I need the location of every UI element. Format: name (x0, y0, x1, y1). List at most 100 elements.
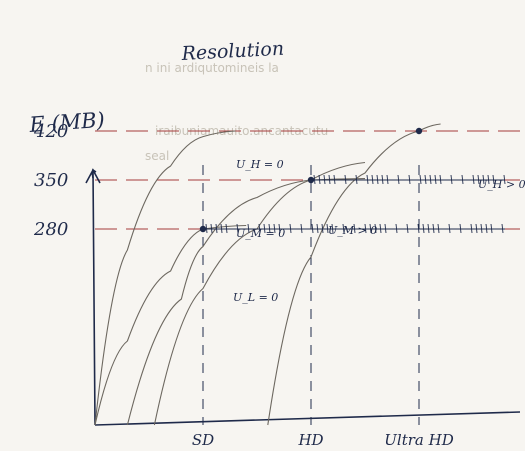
hatch-mark (386, 174, 389, 185)
curve (267, 123, 441, 426)
hatch-mark (258, 223, 261, 234)
hatch-mark (333, 174, 336, 185)
hatch-mark (432, 223, 435, 234)
hatch-mark (210, 223, 213, 234)
y-tick-label: 420 (33, 121, 68, 142)
hatch-mark (278, 223, 281, 234)
bleed-through-text: seal (145, 149, 169, 163)
y-tick-label: 280 (33, 219, 68, 240)
curve-annotation: U_L = 0 (233, 291, 278, 304)
hatch-mark (475, 223, 478, 234)
hatch-mark (289, 223, 292, 234)
bleed-through-text: n ini ardiqutomineis la (145, 61, 279, 75)
hatch-mark (205, 223, 208, 234)
hatch-mark (313, 174, 316, 185)
hatch-mark (328, 174, 331, 185)
chart-labels: Resolution E (MB) 280 350 420 SD HD Ultra HD U_H… (28, 38, 525, 449)
hatch-mark (439, 174, 442, 185)
hatch-mark (366, 174, 369, 185)
hatch-mark (485, 223, 488, 234)
hatch-mark (422, 223, 425, 234)
y-tick-label: 350 (34, 170, 68, 191)
hatch-mark (316, 223, 319, 234)
marked-point (307, 176, 315, 184)
hatch-mark (408, 174, 411, 185)
hatch-mark (321, 223, 324, 234)
hatch-mark (450, 174, 453, 185)
hatch-mark (477, 174, 480, 185)
curve-annotation: U_M = 0 (236, 227, 285, 240)
hatch-mark (331, 223, 334, 234)
marked-point (415, 127, 423, 135)
hatch-mark (381, 174, 384, 185)
hatch-mark (437, 223, 440, 234)
x-tick-label: Ultra HD (384, 431, 453, 449)
hatch-mark (492, 174, 495, 185)
hatch-mark (215, 223, 218, 234)
hatch-mark (236, 223, 239, 234)
hatch-mark (318, 174, 321, 185)
hatch-mark (487, 174, 490, 185)
curve (153, 161, 366, 426)
hatch-mark (384, 223, 387, 234)
hatch-mark (342, 223, 345, 234)
x-tick-label: SD (192, 431, 214, 449)
hatch-mark (427, 223, 430, 234)
hatch-mark (220, 223, 223, 234)
hatch-mark (472, 174, 475, 185)
curve-annotation: U_H = 0 (236, 158, 284, 171)
axes (85, 168, 521, 426)
y-axis-label: E (MB) (28, 108, 106, 137)
hatch-mark (417, 223, 420, 234)
hatch-mark (480, 223, 483, 234)
bleed-through-layer: n ini ardiqutomineis la iraibuniamauito.a… (145, 61, 328, 163)
hatch-mark (371, 174, 374, 185)
chart-title: Resolution (180, 38, 284, 65)
hatch-mark (268, 223, 271, 234)
hatch-mark (429, 174, 432, 185)
hatch-mark (419, 174, 422, 185)
hatch-mark (490, 223, 493, 234)
hatch-mark (326, 223, 329, 234)
dashed-guides (95, 130, 520, 425)
flat-segments (203, 174, 506, 234)
hatch-mark (323, 174, 326, 185)
bleed-through-text: iraibuniamauito.ancantacutu (155, 124, 328, 138)
hatch-mark (344, 174, 347, 185)
hatch-mark (461, 174, 464, 185)
hatch-mark (503, 174, 506, 185)
hatch-mark (355, 174, 358, 185)
curve (94, 130, 236, 426)
hatch-mark (273, 223, 276, 234)
hatch-mark (459, 223, 462, 234)
hatch-mark (225, 223, 228, 234)
hatch-mark (482, 174, 485, 185)
hatch-mark (263, 223, 266, 234)
curve (94, 224, 247, 426)
hatch-mark (311, 223, 314, 234)
y-axis-arrow (85, 168, 101, 184)
curve-annotation: U_M > 0 (328, 224, 377, 237)
hatch-mark (424, 174, 427, 185)
hatch-mark (369, 223, 372, 234)
hatch-mark (395, 223, 398, 234)
marked-points (199, 127, 423, 233)
marked-point (199, 225, 207, 233)
hatch-mark (434, 174, 437, 185)
curve-annotation: U_H > 0 (478, 178, 525, 191)
hatch-mark (374, 223, 377, 234)
hatch-mark (247, 223, 250, 234)
hatch-mark (501, 223, 504, 234)
hatch-mark (364, 223, 367, 234)
hatch-mark (470, 223, 473, 234)
x-tick-label: HD (297, 431, 323, 449)
hatch-mark (448, 223, 451, 234)
hatch-mark (300, 223, 303, 234)
hatch-mark (353, 223, 356, 234)
hatch-mark (379, 223, 382, 234)
hatch-mark (397, 174, 400, 185)
hatch-mark (406, 223, 409, 234)
hatch-mark (376, 174, 379, 185)
